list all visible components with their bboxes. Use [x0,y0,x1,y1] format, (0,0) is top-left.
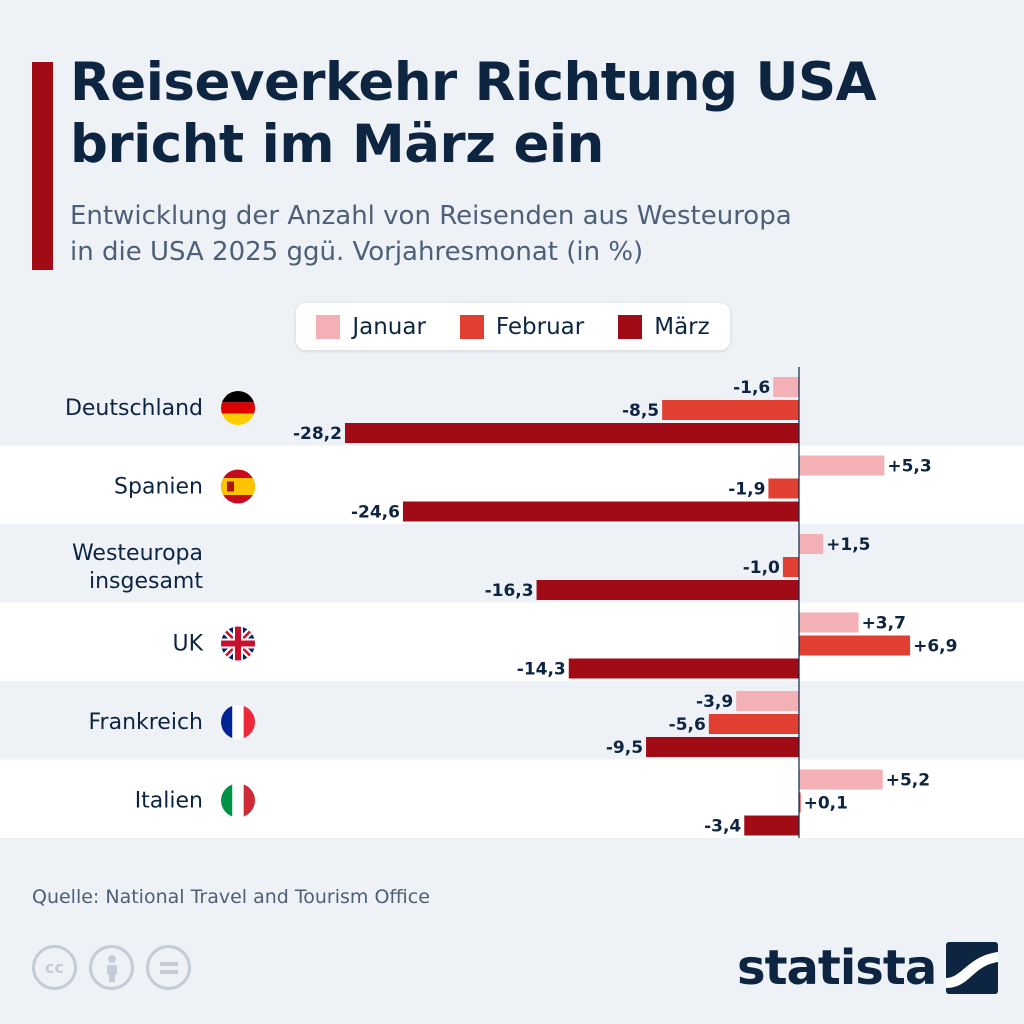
category-label-italien: Italien [135,789,203,814]
data-label-frankreich-maerz: -9,5 [606,738,643,758]
data-label-deutschland-januar: -1,6 [733,378,770,398]
page-title: Reiseverkehr Richtung USA bricht im März… [70,52,990,176]
data-label-westeuropa-insgesamt-februar: -1,0 [743,558,780,578]
data-label-frankreich-januar: -3,9 [696,692,733,712]
bar-deutschland-januar [773,377,799,397]
bar-uk-januar [799,612,859,633]
data-label-italien-januar: +5,2 [886,771,930,791]
bar-frankreich-maerz [646,737,799,757]
row-band-westeuropa-insgesamt [0,524,1024,603]
title-line-2: bricht im März ein [70,114,604,175]
bar-deutschland-maerz [344,423,799,443]
bar-deutschland-februar [662,400,799,420]
data-label-frankreich-februar: -5,6 [669,715,706,735]
statista-logo: statista [737,938,999,998]
bar-westeuropa-insgesamt-januar [799,534,824,554]
statista-logo-icon [946,942,999,994]
legend: Januar Februar März [296,303,730,350]
license-icons: cc [32,945,191,990]
legend-item-januar: Januar [316,314,426,340]
data-label-spanien-maerz: -24,6 [351,503,400,523]
category-label-spanien: Spanien [114,475,203,500]
spain-flag-icon [221,469,255,504]
accent-bar [32,62,53,270]
attribution-icon [89,945,134,990]
legend-label-februar: Februar [495,313,585,340]
germany-flag-icon [221,391,255,425]
subtitle-line-2: in die USA 2025 ggü. Vorjahresmonat (in … [70,237,644,267]
legend-label-januar: Januar [352,313,426,340]
data-label-deutschland-maerz: -28,2 [293,424,342,444]
cc-icon: cc [32,945,77,990]
bar-italien-januar [799,769,883,790]
data-label-spanien-januar: +5,3 [887,457,931,477]
category-label-westeuropa-insgesamt: Westeuropa insgesamt [72,541,203,594]
bar-spanien-februar [768,478,799,499]
brand-name: statista [737,940,937,996]
row-band-frankreich [0,681,1024,760]
source-note: Quelle: National Travel and Tourism Offi… [32,886,430,908]
data-label-uk-februar: +6,9 [913,637,957,657]
no-derivatives-icon [146,945,191,990]
bar-westeuropa-insgesamt-maerz [536,580,799,600]
data-label-uk-maerz: -14,3 [517,660,566,680]
data-label-westeuropa-insgesamt-januar: +1,5 [826,535,870,555]
italy-flag-icon [221,783,255,818]
legend-label-maerz: März [654,313,710,340]
category-label-frankreich: Frankreich [88,710,203,735]
subtitle-line-1: Entwicklung der Anzahl von Reisenden aus… [70,201,792,231]
data-label-uk-januar: +3,7 [862,614,906,634]
data-label-westeuropa-insgesamt-maerz: -16,3 [485,581,534,601]
legend-item-maerz: März [618,313,710,340]
bar-frankreich-februar [708,714,799,734]
legend-swatch-januar [316,314,341,339]
france-flag-icon [221,705,255,739]
bar-spanien-januar [799,455,885,476]
bar-italien-februar [799,792,801,813]
legend-swatch-februar [459,314,484,339]
data-label-italien-maerz: -3,4 [704,817,741,837]
subtitle: Entwicklung der Anzahl von Reisenden aus… [70,198,1000,270]
bar-spanien-maerz [402,501,799,522]
uk-flag-icon [221,626,255,661]
category-label-uk: UK [172,632,203,657]
bar-westeuropa-insgesamt-februar [782,557,799,577]
title-line-1: Reiseverkehr Richtung USA [70,52,877,113]
bar-uk-februar [799,635,911,656]
data-label-spanien-februar: -1,9 [728,480,765,500]
legend-swatch-maerz [618,314,643,339]
data-label-italien-februar: +0,1 [804,794,848,814]
category-label-deutschland: Deutschland [65,396,203,421]
bar-italien-maerz [744,815,799,836]
legend-item-februar: Februar [459,313,585,340]
bar-uk-maerz [568,658,799,679]
bar-frankreich-januar [736,691,799,711]
data-label-deutschland-februar: -8,5 [622,401,659,421]
bar-chart: Deutschland -1,6 -8,5 -28,2 Spanien +5,3 -1,9 -… [0,367,1024,838]
